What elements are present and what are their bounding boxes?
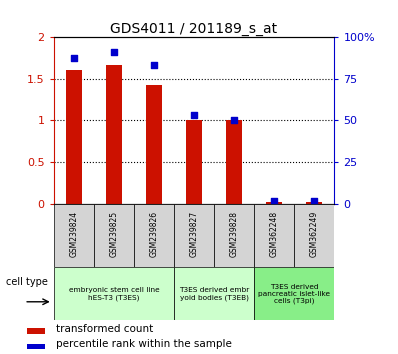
Point [191, 113, 197, 118]
Point [111, 49, 117, 55]
Text: T3ES derived
pancreatic islet-like
cells (T3pi): T3ES derived pancreatic islet-like cells… [258, 284, 330, 304]
Text: GSM239828: GSM239828 [230, 211, 239, 257]
Point [231, 118, 237, 123]
Bar [254, 204, 294, 267]
Bar [266, 202, 282, 204]
Text: transformed count: transformed count [56, 324, 153, 335]
Bar [94, 204, 134, 267]
Text: cell type: cell type [6, 277, 48, 287]
Title: GDS4011 / 201189_s_at: GDS4011 / 201189_s_at [111, 22, 277, 36]
Bar [174, 204, 214, 267]
Point [311, 198, 318, 204]
Bar [134, 204, 174, 267]
Bar [186, 120, 202, 204]
Point [271, 198, 277, 204]
Bar [146, 85, 162, 204]
Text: GSM239825: GSM239825 [109, 211, 118, 257]
Bar [174, 267, 254, 320]
Bar [27, 343, 45, 349]
Text: percentile rank within the sample: percentile rank within the sample [56, 339, 232, 349]
Point [151, 62, 157, 68]
Text: GSM239824: GSM239824 [69, 211, 78, 257]
Text: embryonic stem cell line
hES-T3 (T3ES): embryonic stem cell line hES-T3 (T3ES) [68, 287, 159, 301]
Bar [27, 329, 45, 334]
Text: GSM362249: GSM362249 [310, 211, 319, 257]
Bar [54, 204, 94, 267]
Text: GSM239827: GSM239827 [189, 211, 199, 257]
Text: GSM362248: GSM362248 [270, 211, 279, 257]
Text: GSM239826: GSM239826 [149, 211, 158, 257]
Bar [226, 120, 242, 204]
Bar [294, 204, 334, 267]
Bar [54, 267, 174, 320]
Text: T3ES derived embr
yoid bodies (T3EB): T3ES derived embr yoid bodies (T3EB) [179, 287, 249, 301]
Point [70, 55, 77, 61]
Bar [214, 204, 254, 267]
Bar [106, 65, 122, 204]
Bar [254, 267, 334, 320]
Bar [306, 202, 322, 204]
Bar [66, 70, 82, 204]
